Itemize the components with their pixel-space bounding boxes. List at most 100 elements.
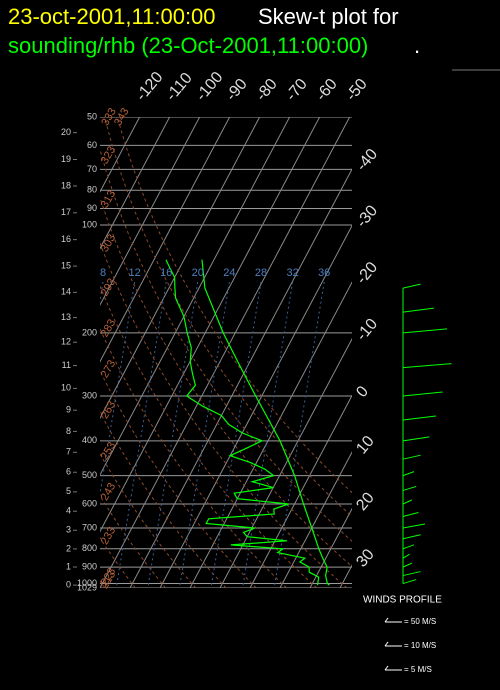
dry-adiabat-label: 243 bbox=[99, 481, 119, 503]
legend-label: = 5 M/S bbox=[404, 665, 432, 674]
pressure-label: 90 bbox=[87, 203, 97, 213]
pressure-label: 500 bbox=[82, 470, 97, 480]
wind-barb bbox=[402, 391, 443, 397]
wind-barb bbox=[402, 363, 452, 369]
dry-adiabat-label: 313 bbox=[99, 188, 119, 210]
isotherm-label: -80 bbox=[253, 76, 281, 105]
mixing-ratio-label: 12 bbox=[128, 267, 140, 279]
dry-adiabat-label: 273 bbox=[99, 358, 119, 380]
isotherm bbox=[100, 117, 261, 420]
isotherm bbox=[309, 507, 352, 588]
pressure-label: 50 bbox=[87, 111, 97, 121]
mixing-ratio-label: 20 bbox=[192, 267, 204, 279]
isotherm bbox=[100, 117, 201, 307]
isotherm-label: -20 bbox=[353, 259, 381, 288]
legend-label: = 10 M/S bbox=[404, 641, 436, 650]
isotherm bbox=[189, 281, 352, 588]
dry-adiabat-label: 223 bbox=[99, 566, 119, 588]
height-label: 16 bbox=[61, 234, 71, 244]
height-label: 19 bbox=[61, 154, 71, 164]
isotherm bbox=[249, 394, 352, 588]
isotherm bbox=[100, 117, 171, 250]
wind-barb bbox=[402, 415, 437, 421]
mixing-ratio-line bbox=[273, 281, 325, 588]
mixing-ratio-line bbox=[242, 281, 294, 588]
height-label: 11 bbox=[62, 360, 71, 370]
legend-feather bbox=[384, 641, 389, 647]
legend-label: = 50 M/S bbox=[404, 617, 436, 626]
mixing-ratio-line bbox=[147, 281, 199, 588]
title-date: 23-oct-2001,11:00:00 bbox=[8, 4, 216, 29]
mixing-ratio-label: 16 bbox=[160, 267, 172, 279]
isotherm-label: -10 bbox=[353, 316, 381, 345]
plot-area bbox=[100, 117, 352, 588]
wind-barb bbox=[402, 283, 421, 289]
mixing-ratio-label: 8 bbox=[100, 267, 106, 279]
wind-barb bbox=[402, 523, 426, 529]
pressure-label: 400 bbox=[82, 435, 97, 445]
isotherm-label: -70 bbox=[283, 76, 311, 105]
height-label: 12 bbox=[61, 337, 71, 347]
pressure-label: 800 bbox=[82, 543, 97, 553]
subtitle-end: . bbox=[414, 33, 420, 58]
isotherm bbox=[159, 224, 352, 588]
dewpoint-line bbox=[165, 259, 320, 586]
mixing-ratio-label: 36 bbox=[318, 267, 330, 279]
wind-barb bbox=[402, 328, 448, 334]
isotherm-label: 20 bbox=[353, 489, 378, 514]
dry-adiabat-label: 293 bbox=[99, 276, 119, 298]
dry-adiabat bbox=[104, 119, 352, 518]
wind-barb bbox=[402, 511, 419, 517]
isotherm-label: 10 bbox=[353, 433, 378, 458]
isotherm bbox=[100, 117, 321, 533]
wind-barb bbox=[402, 534, 421, 540]
dry-adiabat bbox=[100, 195, 352, 568]
height-label: 10 bbox=[61, 383, 71, 393]
height-label: 2 bbox=[66, 543, 71, 553]
mixing-ratio-label: 32 bbox=[286, 267, 298, 279]
dry-adiabat bbox=[100, 241, 348, 588]
isotherm-label: 30 bbox=[353, 546, 378, 571]
pressure-label: 1000 bbox=[77, 578, 97, 588]
wind-barb bbox=[402, 485, 417, 491]
pressure-label: 300 bbox=[82, 390, 97, 400]
pressure-label: 70 bbox=[87, 164, 97, 174]
isotherm bbox=[100, 117, 351, 588]
height-label: 6 bbox=[66, 467, 71, 477]
pressure-label: 80 bbox=[87, 185, 97, 195]
height-label: 0 bbox=[66, 579, 71, 589]
height-label: 20 bbox=[61, 127, 71, 137]
title: Skew-t plot for bbox=[258, 4, 399, 29]
wind-barb bbox=[402, 579, 417, 585]
legend-feather bbox=[384, 617, 389, 623]
height-label: 1 bbox=[66, 561, 71, 571]
wind-barb bbox=[402, 499, 413, 505]
height-label: 14 bbox=[61, 287, 71, 297]
wind-barb bbox=[402, 553, 410, 559]
pressure-label: 900 bbox=[82, 562, 97, 572]
pressure-label: 200 bbox=[82, 327, 97, 337]
isotherm bbox=[339, 564, 352, 588]
pressure-label: 1029 bbox=[77, 582, 97, 592]
height-label: 7 bbox=[66, 447, 71, 457]
dry-adiabat-label: 253 bbox=[99, 440, 119, 462]
mixing-ratio-line bbox=[100, 281, 136, 497]
pressure-label: 100 bbox=[82, 219, 97, 229]
pressure-label: 700 bbox=[82, 522, 97, 532]
wind-barb bbox=[402, 454, 421, 460]
wind-barb bbox=[402, 544, 415, 550]
isotherm bbox=[129, 168, 352, 588]
height-label: 18 bbox=[61, 180, 71, 190]
isotherm-label: -100 bbox=[193, 69, 227, 105]
height-label: 5 bbox=[66, 486, 71, 496]
legend-feather bbox=[384, 665, 389, 671]
dry-adiabat-label: 303 bbox=[99, 232, 119, 254]
height-label: 17 bbox=[61, 207, 71, 217]
mixing-ratio-line bbox=[178, 281, 230, 588]
mixing-ratio-line bbox=[115, 281, 167, 588]
isotherm-label: -90 bbox=[223, 76, 251, 105]
isotherm-label: -40 bbox=[353, 146, 381, 175]
dry-adiabat bbox=[100, 369, 257, 588]
isotherm-label: -50 bbox=[343, 76, 371, 105]
